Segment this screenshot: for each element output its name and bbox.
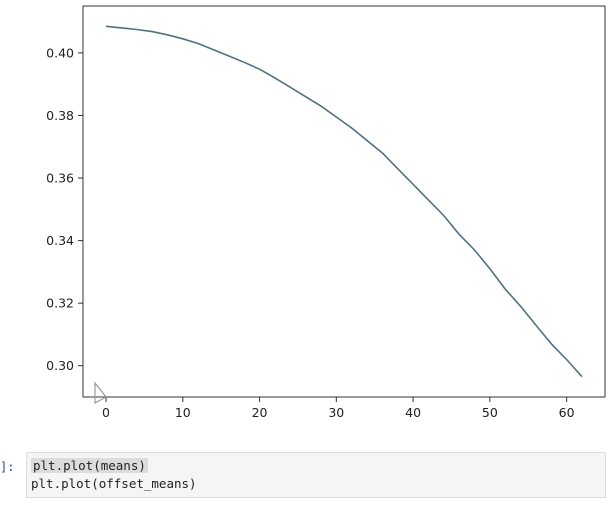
x-tick-label: 50 — [482, 405, 498, 420]
series-line — [105, 25, 583, 378]
code-cell[interactable]: plt.plot(means) plt.plot(offset_means) — [26, 452, 606, 498]
x-tick-label: 40 — [405, 405, 421, 420]
axis-ticks: 0 10 20 30 40 50 60 0.30 0.32 0.34 0.36 0.38 0.40 — [46, 45, 574, 420]
code-line-1-text: plt.plot(means) — [31, 458, 148, 473]
x-tick-label: 20 — [252, 405, 268, 420]
x-tick-label: 30 — [328, 405, 344, 420]
y-tick-label: 0.32 — [46, 296, 74, 311]
plot-frame — [82, 5, 606, 398]
code-line-2[interactable]: plt.plot(offset_means) — [31, 476, 197, 491]
y-tick-label: 0.34 — [46, 233, 74, 248]
x-tick-label: 10 — [175, 405, 191, 420]
x-tick-label: 60 — [559, 405, 575, 420]
line-chart: 0 10 20 30 40 50 60 0.30 0.32 0.34 0.36 0.38 0.40 — [46, 5, 606, 420]
x-tick-label: 0 — [102, 405, 110, 420]
y-tick-label: 0.36 — [46, 171, 74, 186]
y-tick-label: 0.40 — [46, 45, 74, 60]
cell-prompt: ]: — [0, 460, 15, 474]
series-layer — [105, 25, 583, 378]
y-tick-label: 0.30 — [46, 358, 74, 373]
cursor-arrow-icon — [94, 381, 107, 405]
code-line-1[interactable]: plt.plot(means) — [31, 458, 148, 473]
y-tick-label: 0.38 — [46, 108, 74, 123]
